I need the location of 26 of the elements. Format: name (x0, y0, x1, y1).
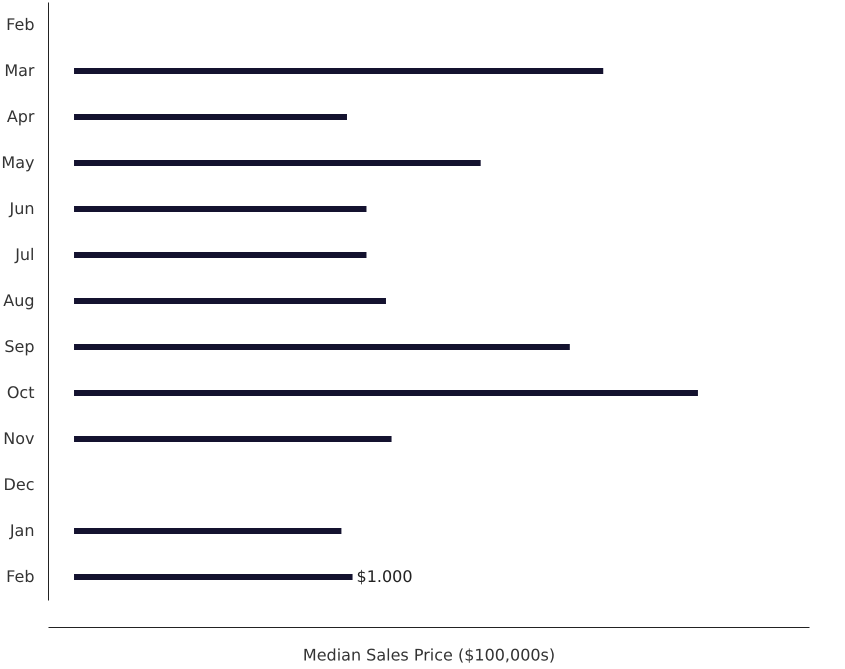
bar (74, 114, 347, 120)
bar (74, 160, 481, 166)
y-tick-label: Sep (4, 337, 34, 356)
bar (74, 252, 366, 258)
y-tick-label: Jan (8, 521, 34, 540)
bar (74, 344, 570, 350)
y-tick-label: Oct (6, 383, 34, 402)
y-tick-label: Aug (3, 291, 34, 310)
bar (74, 574, 353, 580)
bar (74, 528, 342, 534)
x-axis-title: Median Sales Price ($100,000s) (302, 646, 556, 664)
y-tick-label: Apr (6, 107, 35, 126)
data-label: $1.000 (356, 567, 413, 586)
bar (74, 436, 392, 442)
bar (74, 298, 386, 304)
y-tick-label: Feb (6, 567, 34, 586)
y-tick-label: Dec (4, 475, 34, 494)
y-tick-label: Jul (14, 245, 34, 264)
bar (74, 390, 698, 396)
y-tick-label: Nov (3, 429, 34, 448)
y-tick-label: Mar (4, 61, 35, 80)
y-tick-label: May (1, 153, 34, 172)
y-tick-label: Jun (8, 199, 34, 218)
bar (74, 68, 604, 74)
bar (74, 206, 366, 212)
y-tick-label: Feb (6, 15, 34, 34)
